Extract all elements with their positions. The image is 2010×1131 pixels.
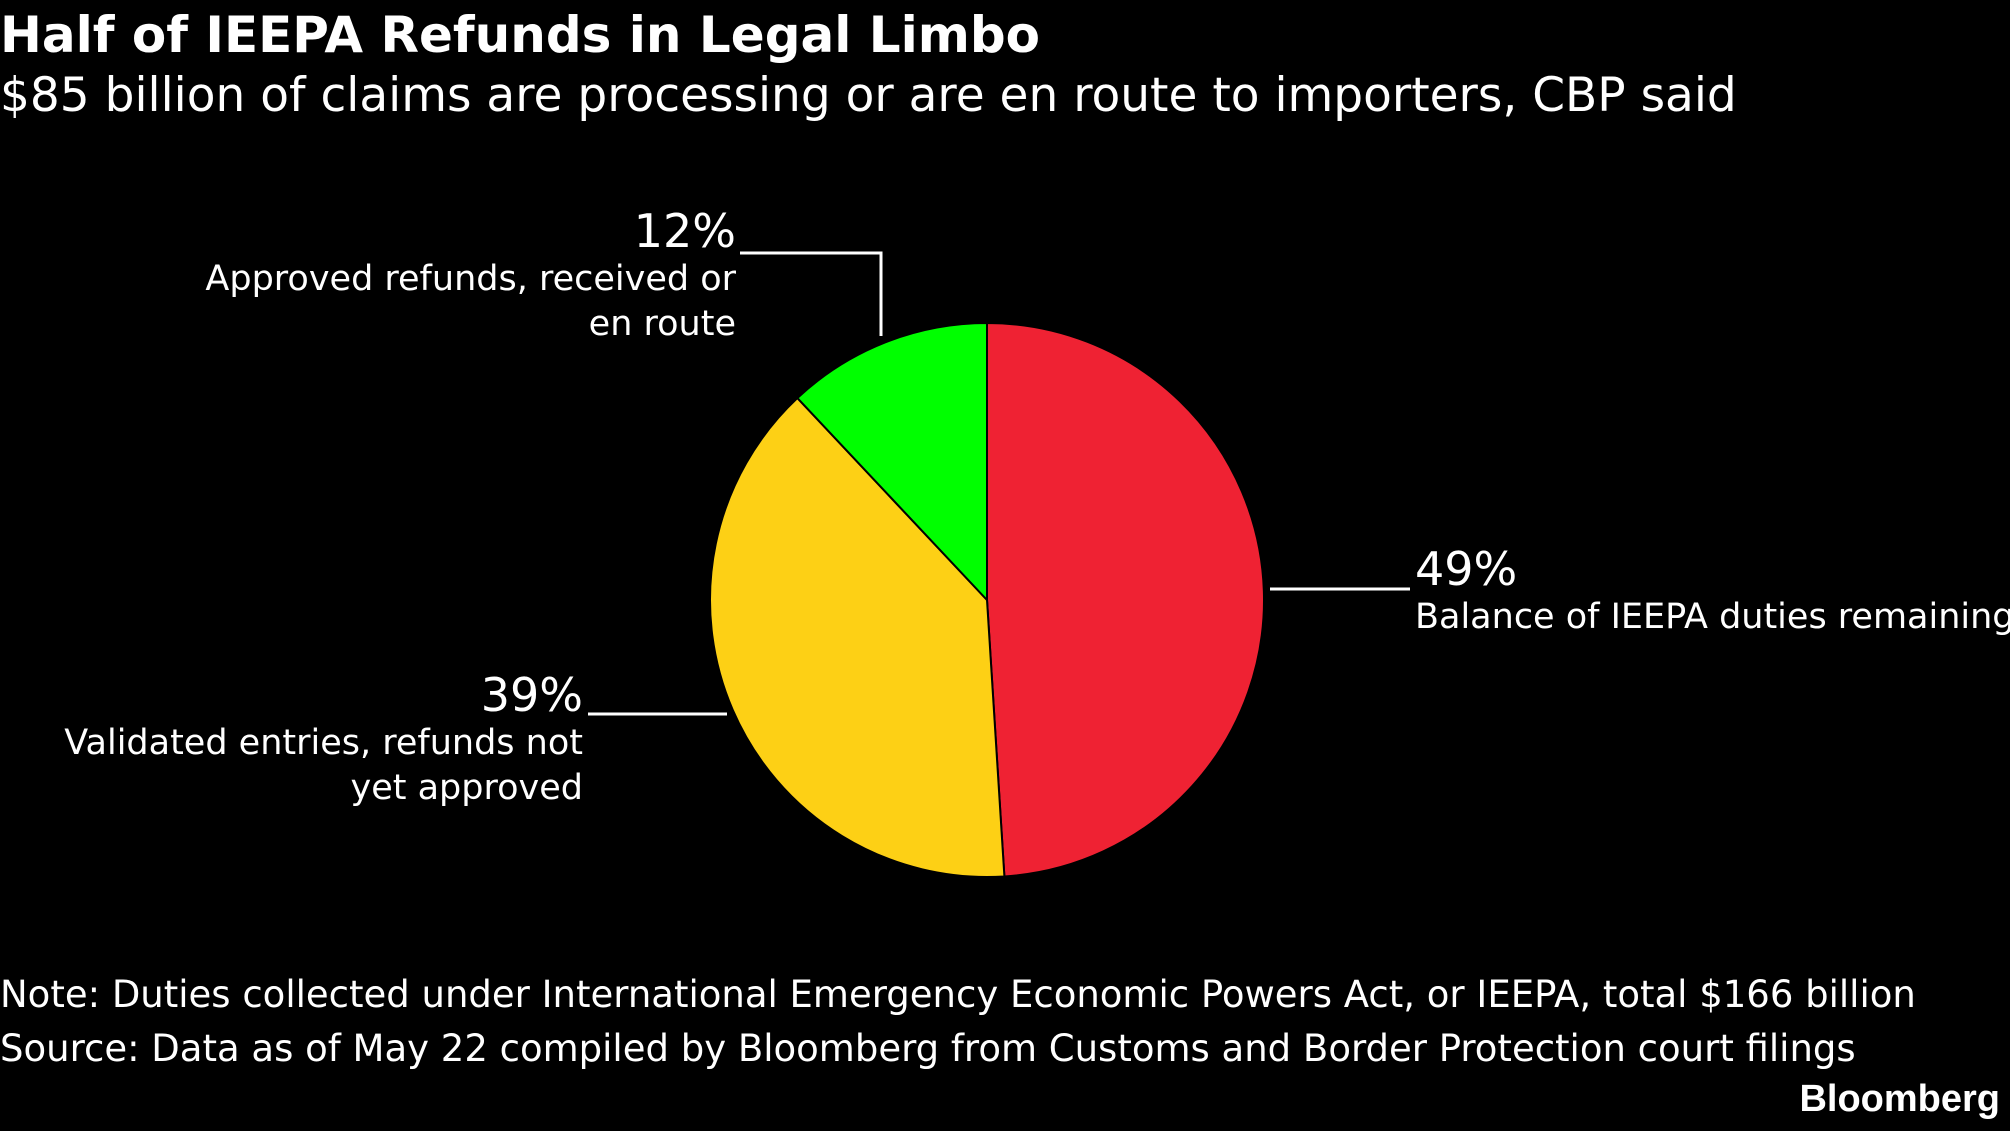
pie-slice-balance bbox=[986, 321, 1265, 878]
slice-value-label: 39% bbox=[480, 668, 583, 722]
chart-source: Source: Data as of May 22 compiled by Bl… bbox=[0, 1027, 1856, 1070]
chart-subtitle: $85 billion of claims are processing or … bbox=[0, 68, 1737, 123]
pie-slices bbox=[709, 321, 1265, 878]
slice-category-label: Approved refunds, received or en route bbox=[205, 259, 736, 344]
slice-category-label: Balance of IEEPA duties remaining bbox=[1415, 597, 2010, 637]
slice-value-label: 12% bbox=[633, 204, 736, 258]
pie-slice-approved bbox=[795, 321, 988, 603]
slice-label-approved: 12% Approved refunds, received or en rou… bbox=[120, 205, 736, 347]
leader-lines bbox=[588, 251, 1410, 716]
pie-slice-validated bbox=[709, 396, 1006, 878]
slice-label-balance: 49% Balance of IEEPA duties remaining bbox=[1415, 543, 2010, 640]
chart-note: Note: Duties collected under Internation… bbox=[0, 973, 1916, 1016]
slice-label-validated: 39% Validated entries, refunds not yet a… bbox=[0, 669, 583, 811]
chart-title: Half of IEEPA Refunds in Legal Limbo bbox=[0, 6, 1041, 64]
slice-value-label: 49% bbox=[1415, 542, 1518, 596]
slice-category-label: Validated entries, refunds not yet appro… bbox=[64, 723, 583, 808]
leader-line-approved bbox=[740, 251, 883, 336]
bloomberg-logo: Bloomberg bbox=[1799, 1078, 2000, 1120]
